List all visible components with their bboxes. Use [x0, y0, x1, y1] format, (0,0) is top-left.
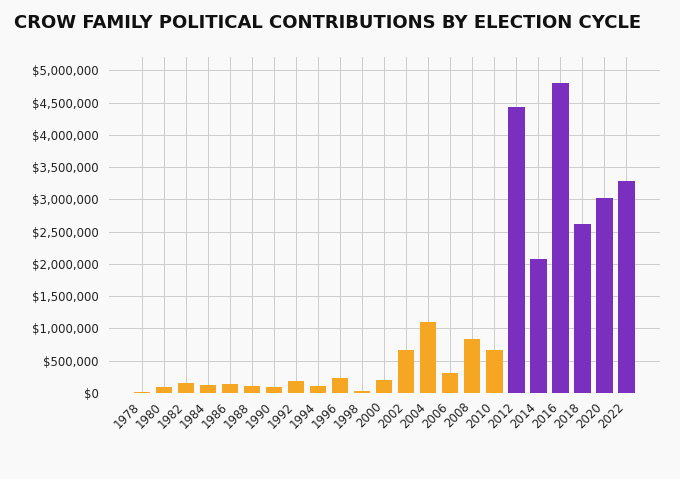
Bar	[222, 384, 239, 393]
Bar	[310, 386, 326, 393]
Bar	[244, 387, 260, 393]
Bar	[574, 224, 590, 393]
Bar	[354, 391, 371, 393]
Bar	[156, 387, 172, 393]
Bar	[376, 380, 392, 393]
Bar	[266, 387, 282, 393]
Bar	[398, 350, 415, 393]
Bar	[332, 378, 348, 393]
Bar	[200, 385, 216, 393]
Bar	[618, 181, 634, 393]
Bar	[442, 373, 458, 393]
Bar	[530, 259, 547, 393]
Bar	[178, 383, 194, 393]
Bar	[552, 83, 568, 393]
Bar	[486, 350, 503, 393]
Text: CROW FAMILY POLITICAL CONTRIBUTIONS BY ELECTION CYCLE: CROW FAMILY POLITICAL CONTRIBUTIONS BY E…	[14, 14, 641, 33]
Bar	[420, 322, 437, 393]
Bar	[508, 107, 524, 393]
Bar	[134, 392, 150, 393]
Bar	[288, 381, 305, 393]
Bar	[596, 198, 613, 393]
Bar	[464, 339, 481, 393]
